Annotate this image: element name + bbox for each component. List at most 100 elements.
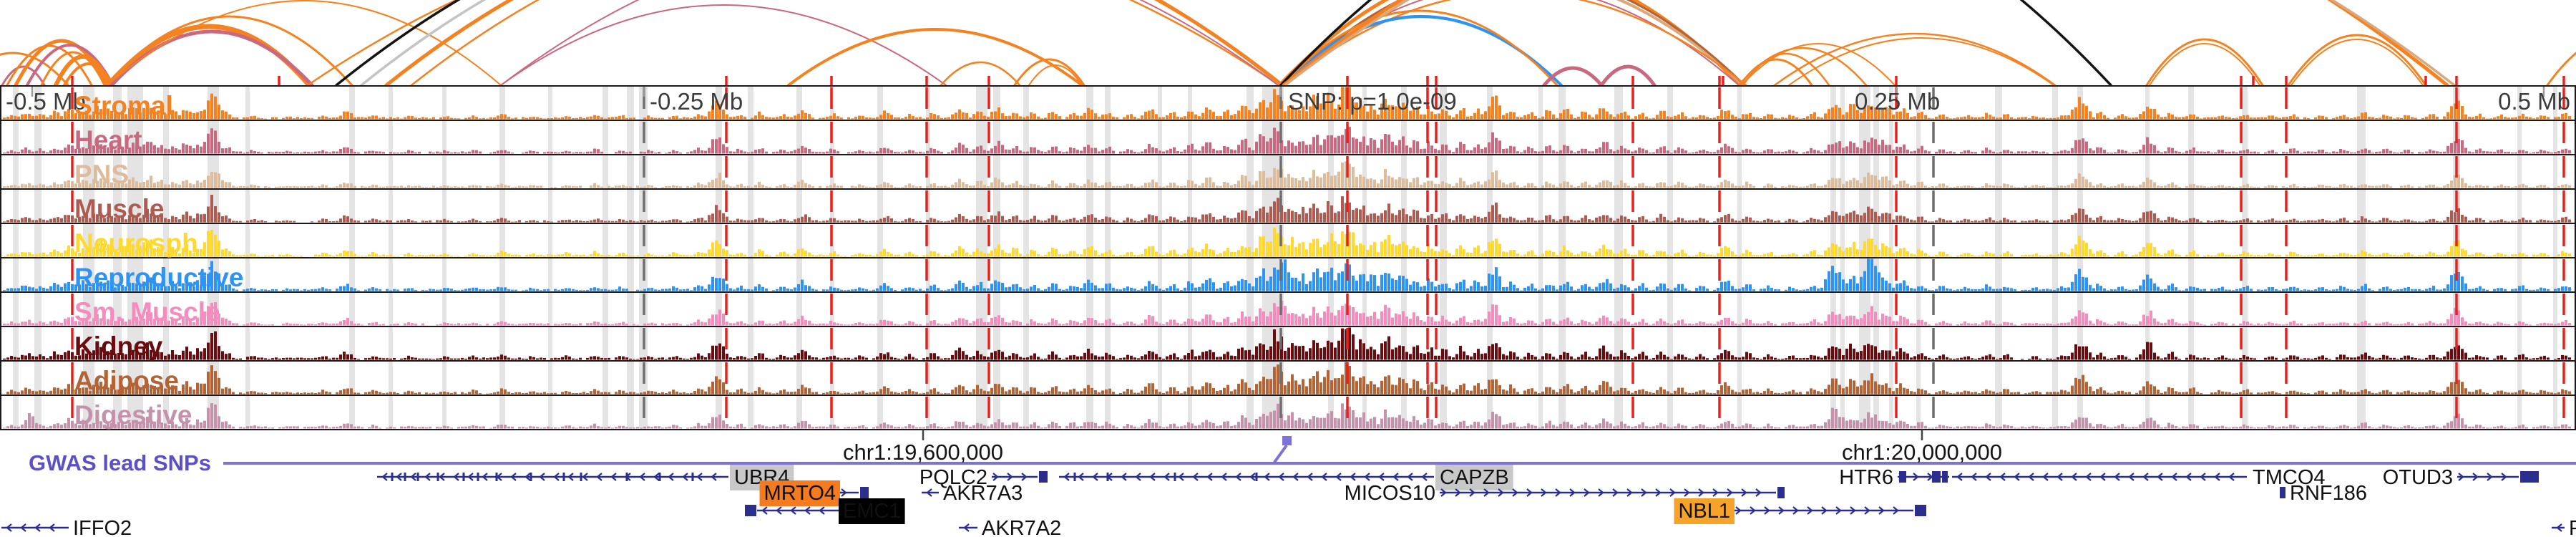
strand-arrow-icon xyxy=(2128,473,2135,481)
interaction-arc xyxy=(2287,34,2427,85)
strand-arrow-icon xyxy=(1163,473,1170,481)
gene-akr7a2[interactable]: AKR7A2 xyxy=(959,517,1061,537)
gene-iffo2[interactable]: IFFO2 xyxy=(1,517,132,537)
strand-arrow-icon xyxy=(1407,473,1413,481)
gene-label[interactable]: P xyxy=(2569,517,2576,537)
strand-arrow-icon xyxy=(1999,473,2006,481)
strand-arrow-icon xyxy=(1985,473,1991,481)
ruler-label: -0.25 Mb xyxy=(650,88,743,115)
gene-label[interactable]: AKR7A3 xyxy=(943,482,1023,505)
strand-arrow-icon xyxy=(1735,506,1742,515)
strand-arrow-icon xyxy=(711,473,717,481)
strand-arrow-icon xyxy=(1512,488,1518,497)
strand-arrow-icon xyxy=(1307,473,1313,481)
strand-arrow-icon xyxy=(2042,473,2049,481)
gene-label[interactable]: MICOS10 xyxy=(1345,482,1435,505)
gene-label[interactable]: CAPZB xyxy=(1440,466,1509,489)
ruler-label: -0.5 Mb xyxy=(6,88,86,115)
gene-label[interactable]: EMC1 xyxy=(843,500,901,523)
gene-label-highlight xyxy=(1435,465,1513,490)
strand-arrow-icon xyxy=(1526,488,1533,497)
strand-arrow-icon xyxy=(1698,488,1704,497)
strand-arrow-icon xyxy=(1278,473,1284,481)
interaction-arc xyxy=(2546,52,2576,85)
strand-arrow-icon xyxy=(1249,473,1256,481)
gene-p[interactable]: P xyxy=(2552,517,2576,537)
track-label-reproductive: Reproductive xyxy=(74,263,243,292)
gene-otud3[interactable]: OTUD3 xyxy=(2383,466,2539,489)
strand-arrow-icon xyxy=(1007,473,1013,481)
strand-arrow-icon xyxy=(20,523,26,532)
interaction-arc xyxy=(1773,32,2057,85)
gene-label[interactable]: PQLC2 xyxy=(919,466,987,489)
strand-arrow-icon xyxy=(2114,473,2120,481)
strand-arrow-icon xyxy=(582,473,588,481)
strand-arrow-icon xyxy=(841,488,847,497)
interaction-arc xyxy=(1281,9,1558,85)
gene-micos10[interactable]: MICOS10 xyxy=(1345,482,1785,505)
gene-mrto4[interactable]: MRTO4 xyxy=(759,480,869,506)
strand-arrow-icon xyxy=(1206,473,1213,481)
track-label-neurosph: Neurosph xyxy=(74,228,198,258)
strand-arrow-icon xyxy=(510,473,517,481)
interaction-arc xyxy=(1599,64,1657,85)
gene-rnf186[interactable]: RNF186 xyxy=(2280,482,2367,505)
interaction-arc xyxy=(63,62,114,85)
strand-arrow-icon xyxy=(1149,473,1156,481)
gene-label[interactable]: RNF186 xyxy=(2290,482,2367,505)
gene-label[interactable]: IFFO2 xyxy=(73,517,132,537)
strand-arrow-icon xyxy=(639,473,645,481)
track-label-adipose: Adipose xyxy=(74,366,179,395)
strand-arrow-icon xyxy=(1440,488,1447,497)
strand-arrow-icon xyxy=(819,506,825,515)
signal-tracks xyxy=(3,87,2571,429)
exon-block xyxy=(1777,487,1785,498)
ruler-label: 0.25 Mb xyxy=(1855,88,1940,115)
strand-arrow-icon xyxy=(1913,473,1919,481)
strand-arrow-icon xyxy=(2157,473,2163,481)
gene-nbl1[interactable]: NBL1 xyxy=(1674,498,1926,524)
strand-arrow-icon xyxy=(1469,488,1475,497)
strand-arrow-icon xyxy=(34,523,41,532)
gene-label[interactable]: OTUD3 xyxy=(2383,466,2453,489)
gene-emc1[interactable]: EMC1 xyxy=(745,498,905,524)
track-borders xyxy=(0,85,2576,430)
strand-arrow-icon xyxy=(2472,473,2479,481)
gene-capzb[interactable]: CAPZB xyxy=(1059,465,1513,490)
strand-arrow-icon xyxy=(1378,473,1385,481)
gene-htr6[interactable]: HTR6 xyxy=(1839,466,1949,489)
interaction-arc xyxy=(1542,66,1604,85)
gene-label[interactable]: AKR7A2 xyxy=(982,517,1061,537)
strand-arrow-icon xyxy=(1626,488,1633,497)
strand-arrow-icon xyxy=(539,473,545,481)
strand-arrow-icon xyxy=(1364,473,1370,481)
strand-arrow-icon xyxy=(2556,523,2562,532)
strand-arrow-icon xyxy=(1612,488,1619,497)
strand-arrow-icon xyxy=(1655,488,1662,497)
exon-block xyxy=(1039,471,1048,483)
gene-tmco4[interactable]: TMCO4 xyxy=(1952,466,2326,489)
interaction-arc xyxy=(306,0,1281,85)
interaction-arc xyxy=(500,4,947,85)
gene-label[interactable]: TMCO4 xyxy=(2253,466,2326,489)
track-label-pns: PNS xyxy=(74,160,129,189)
strand-arrow-icon xyxy=(482,473,488,481)
gwas-lead-snp-marker[interactable] xyxy=(1282,436,1292,445)
strand-arrow-icon xyxy=(525,473,531,481)
gene-label[interactable]: NBL1 xyxy=(1678,500,1730,523)
strand-arrow-icon xyxy=(1192,473,1199,481)
strand-arrow-icon xyxy=(396,473,402,481)
gene-label[interactable]: MRTO4 xyxy=(764,482,836,505)
strand-arrow-icon xyxy=(1727,488,1733,497)
gwas-track-label: GWAS lead SNPs xyxy=(29,450,211,475)
gene-label[interactable]: HTR6 xyxy=(1839,466,1893,489)
gwas-lead-snps-track[interactable]: GWAS lead SNPs xyxy=(29,436,2576,475)
strand-arrow-icon xyxy=(1421,473,1428,481)
strand-arrow-icon xyxy=(1684,488,1690,497)
strand-arrow-icon xyxy=(2057,473,2063,481)
gene-akr7a3[interactable]: AKR7A3 xyxy=(922,482,1023,505)
exon-block xyxy=(1915,505,1926,516)
gene-pqlc2[interactable]: PQLC2 xyxy=(919,466,1048,489)
interaction-arc xyxy=(1742,52,1830,85)
